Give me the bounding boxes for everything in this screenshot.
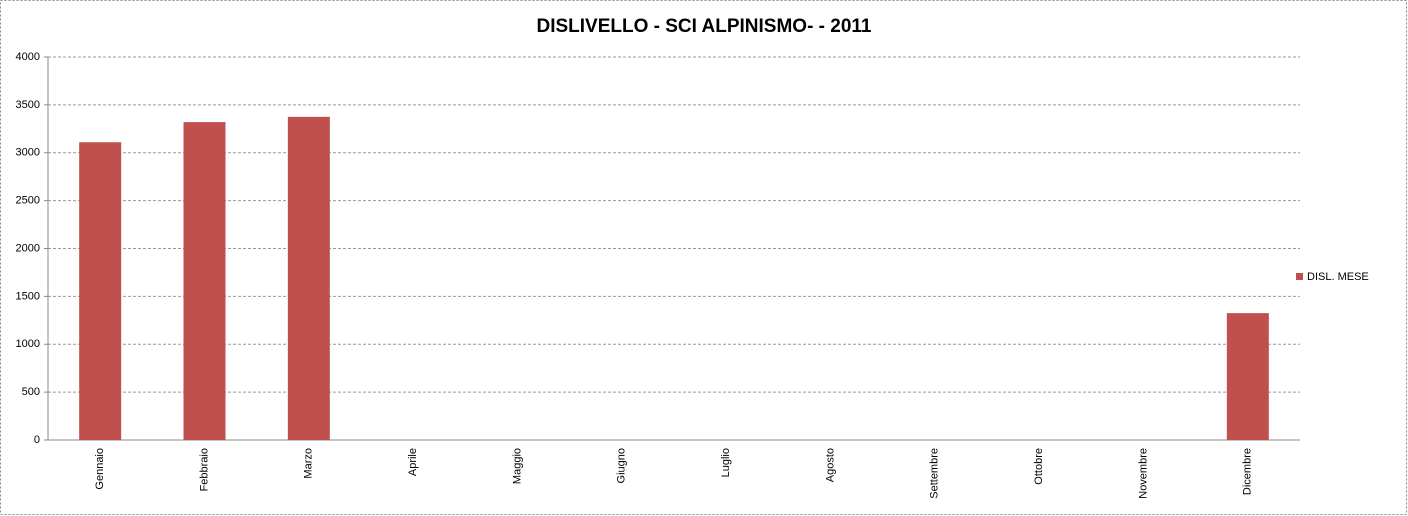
y-tick-label: 4000 xyxy=(16,51,40,63)
bar xyxy=(287,116,330,440)
y-tick-label: 1500 xyxy=(16,290,40,302)
y-tick-label: 1000 xyxy=(16,338,40,350)
x-tick-label: Settembre xyxy=(929,448,941,499)
x-tick-label: Luglio xyxy=(720,448,732,477)
bar xyxy=(79,142,122,440)
y-tick-label: 3500 xyxy=(16,99,40,111)
y-tick-label: 3000 xyxy=(16,147,40,159)
legend-label: DISL. MESE xyxy=(1307,271,1369,283)
y-tick-label: 0 xyxy=(34,434,40,446)
x-tick-label: Novembre xyxy=(1137,448,1149,499)
x-tick-label: Maggio xyxy=(511,448,523,484)
y-tick-label: 2000 xyxy=(16,242,40,254)
chart-title: DISLIVELLO - SCI ALPINISMO- - 2011 xyxy=(536,16,871,37)
bar xyxy=(1226,313,1269,440)
x-tick-label: Agosto xyxy=(824,448,836,482)
x-tick-label: Dicembre xyxy=(1242,448,1254,495)
y-tick-label: 500 xyxy=(22,386,40,398)
legend-swatch xyxy=(1296,273,1303,280)
x-tick-label: Giugno xyxy=(616,448,628,483)
x-tick-label: Gennaio xyxy=(94,448,106,490)
x-tick-label: Ottobre xyxy=(1033,448,1045,485)
x-tick-label: Febbraio xyxy=(198,448,210,491)
y-tick-label: 2500 xyxy=(16,195,40,207)
x-tick-label: Aprile xyxy=(407,448,419,476)
bar xyxy=(183,122,226,441)
x-tick-label: Marzo xyxy=(303,448,315,479)
